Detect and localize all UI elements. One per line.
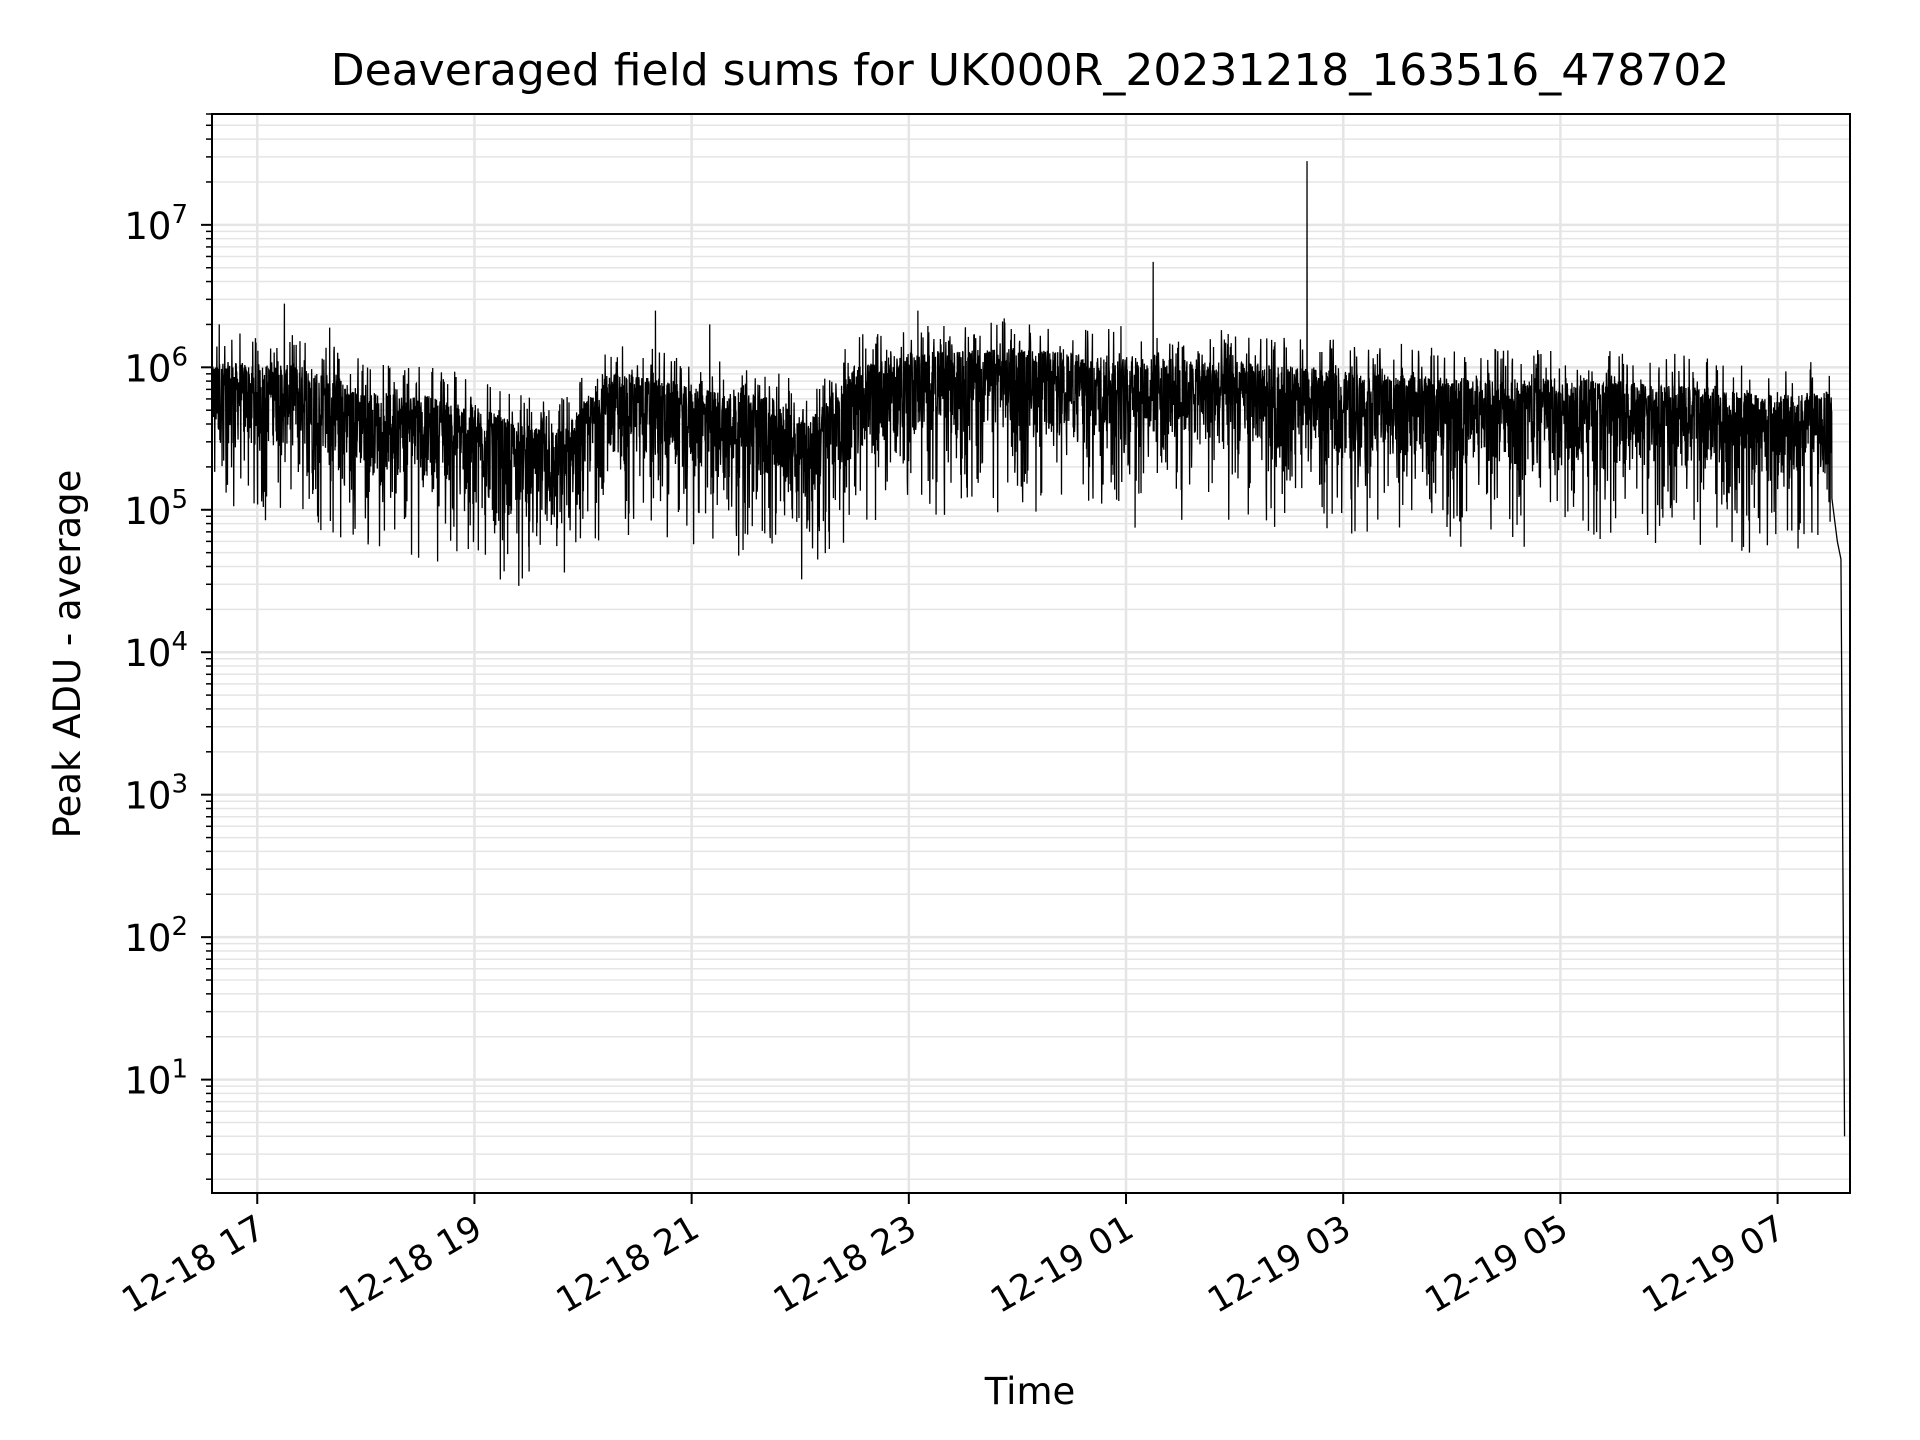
x-axis-label: Time [984,1370,1076,1413]
y-tick-label: 101 [124,1055,188,1103]
y-tick-label: 106 [124,342,188,390]
series-trace [212,161,1846,1137]
chart-title: Deaveraged field sums for UK000R_2023121… [331,45,1729,96]
y-tick-label: 107 [124,200,188,248]
y-axis-label: Peak ADU - average [46,470,89,839]
y-tick-label: 103 [124,770,188,818]
y-tick-label: 105 [124,485,188,533]
plot-frame [211,113,1851,1194]
series-line [212,161,1846,1137]
y-tick-label: 104 [124,627,188,675]
y-axis: 101 102 103 104 105 106 107 [124,113,212,1180]
y-tick-label: 102 [124,912,188,960]
